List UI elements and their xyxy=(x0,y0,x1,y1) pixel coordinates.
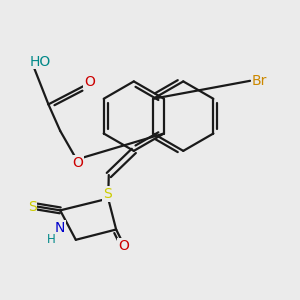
Text: O: O xyxy=(72,156,83,170)
Text: S: S xyxy=(28,200,37,214)
Text: O: O xyxy=(84,75,95,89)
Text: O: O xyxy=(118,239,129,253)
Text: HO: HO xyxy=(29,55,50,69)
Text: S: S xyxy=(103,187,112,201)
Text: N: N xyxy=(55,221,65,235)
Text: H: H xyxy=(46,233,55,246)
Text: Br: Br xyxy=(252,74,267,88)
